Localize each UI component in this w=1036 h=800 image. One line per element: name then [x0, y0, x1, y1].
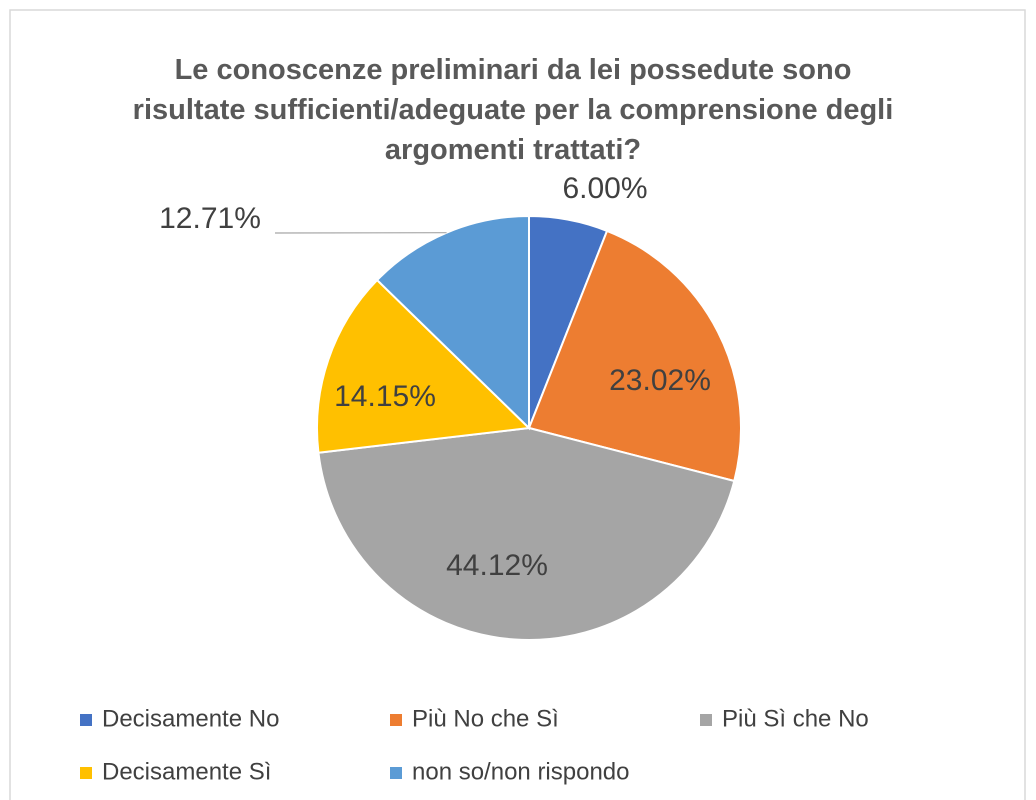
pie-slice	[316, 278, 532, 454]
data-label: 44.12%	[446, 549, 548, 582]
legend-swatch	[390, 767, 402, 779]
data-label: 12.71%	[159, 202, 261, 235]
data-label: 6.00%	[562, 172, 647, 205]
data-label: 23.02%	[609, 364, 711, 397]
legend-swatch	[80, 714, 92, 726]
pie-slice	[375, 214, 530, 431]
legend-swatch	[700, 714, 712, 726]
pie-slice	[317, 426, 736, 641]
data-label: 14.15%	[334, 380, 436, 413]
legend-label: Più No che Sì	[412, 705, 559, 732]
chart-title: Le conoscenze preliminari da lei possedu…	[132, 54, 894, 166]
legend-swatch	[390, 714, 402, 726]
legend-swatch	[80, 767, 92, 779]
legend-label: Più Sì che No	[722, 705, 869, 732]
legend-label: Decisamente Sì	[102, 758, 271, 785]
legend-label: non so/non rispondo	[412, 758, 630, 785]
pie-slice	[527, 229, 742, 483]
legend-label: Decisamente No	[102, 705, 279, 732]
